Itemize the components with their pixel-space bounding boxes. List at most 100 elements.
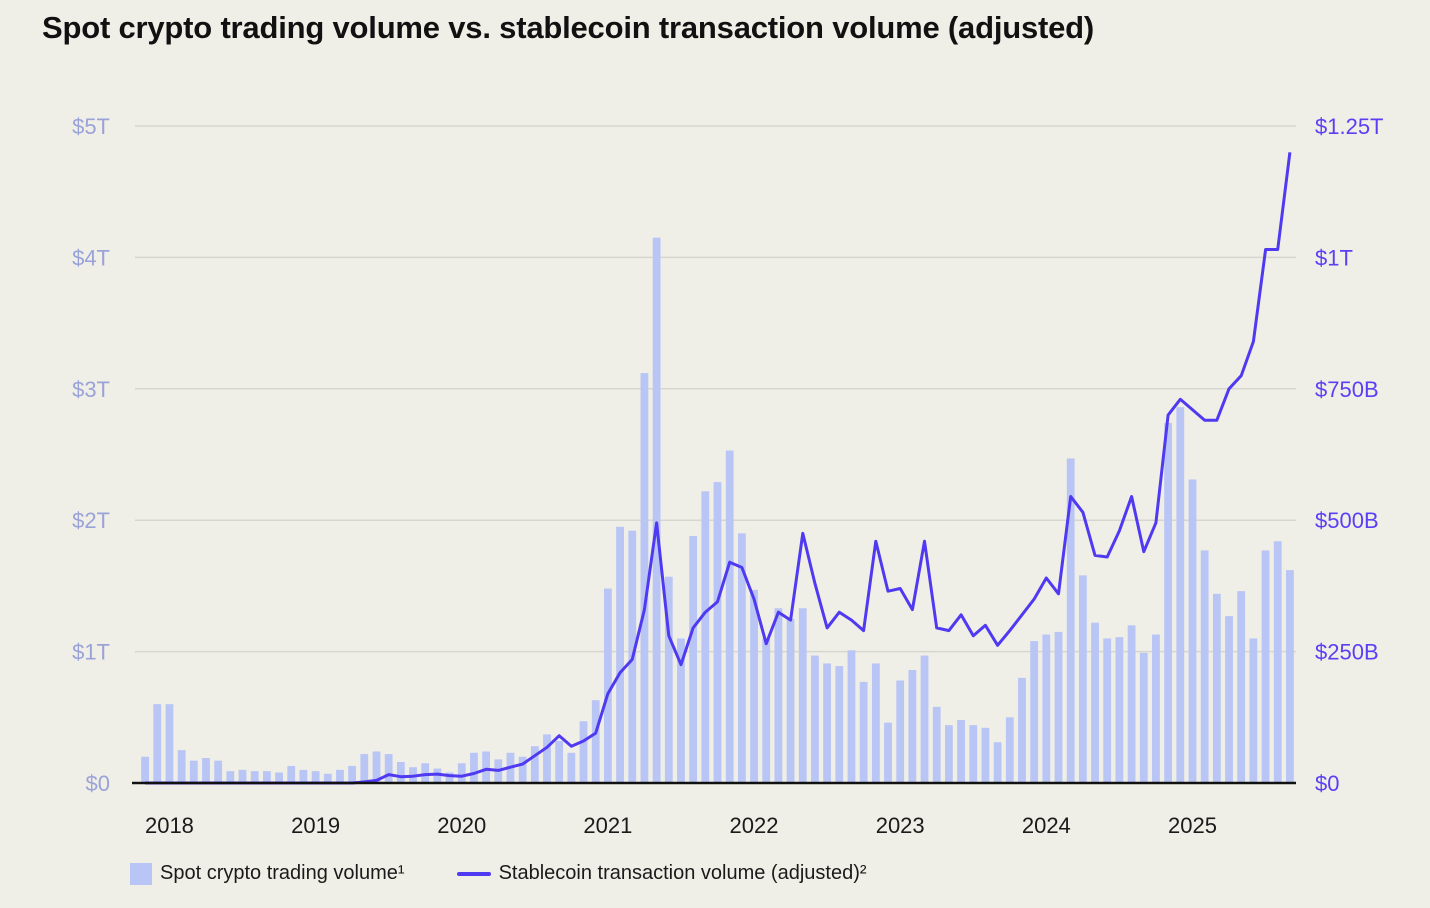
x-tick-label: 2020 bbox=[437, 813, 486, 838]
bar bbox=[908, 669, 917, 783]
bar bbox=[1200, 550, 1209, 783]
bar bbox=[811, 655, 819, 783]
bar bbox=[1054, 631, 1063, 783]
legend-label-stablecoin: Stablecoin transaction volume (adjusted)… bbox=[498, 862, 867, 884]
bar bbox=[677, 638, 685, 783]
bar bbox=[1237, 591, 1246, 783]
chart-title: Spot crypto trading volume vs. stablecoi… bbox=[42, 10, 1095, 45]
bar bbox=[616, 526, 624, 783]
bar bbox=[226, 771, 235, 783]
bar bbox=[1078, 575, 1087, 783]
bar-series bbox=[141, 237, 1294, 783]
legend-label-spot: Spot crypto trading volume¹ bbox=[160, 862, 405, 884]
bar bbox=[920, 655, 929, 783]
right-tick-label: $1.25T bbox=[1315, 114, 1384, 139]
bar bbox=[1042, 634, 1051, 783]
chart-area: $0 $1T $2T $3T $4T $5T $0 $250B $500B $750B $1T $1… bbox=[72, 114, 1384, 838]
bar bbox=[311, 771, 320, 783]
right-tick-label: $750B bbox=[1315, 377, 1379, 402]
bar bbox=[1005, 717, 1014, 783]
x-tick-label: 2019 bbox=[291, 813, 340, 838]
left-tick-label: $2T bbox=[72, 508, 110, 533]
left-axis-ticks: $0 $1T $2T $3T $4T $5T bbox=[72, 114, 110, 796]
bar bbox=[1103, 638, 1112, 783]
bar bbox=[1066, 458, 1075, 783]
legend-item-stablecoin[interactable]: Stablecoin transaction volume (adjusted)… bbox=[456, 862, 867, 885]
bar bbox=[348, 765, 357, 783]
bar bbox=[859, 681, 868, 783]
bar bbox=[579, 721, 588, 783]
bar bbox=[567, 752, 576, 783]
bar bbox=[835, 666, 844, 783]
bar bbox=[189, 760, 198, 783]
bar bbox=[713, 482, 722, 783]
bar bbox=[299, 769, 308, 783]
bar bbox=[433, 768, 442, 783]
bar bbox=[1176, 407, 1185, 783]
bar bbox=[275, 772, 283, 783]
bar bbox=[664, 576, 673, 783]
right-tick-label: $250B bbox=[1315, 640, 1379, 665]
legend: Spot crypto trading volume¹ Stablecoin t… bbox=[130, 862, 919, 885]
x-tick-label: 2025 bbox=[1168, 813, 1217, 838]
bar bbox=[262, 771, 271, 783]
bar bbox=[823, 663, 832, 783]
bar bbox=[993, 742, 1002, 783]
bar bbox=[884, 722, 892, 783]
bar bbox=[652, 237, 661, 783]
bar bbox=[445, 772, 454, 783]
bar bbox=[1273, 541, 1282, 783]
bar bbox=[323, 773, 332, 783]
legend-item-spot[interactable]: Spot crypto trading volume¹ bbox=[130, 862, 405, 885]
x-tick-label: 2022 bbox=[730, 813, 779, 838]
bar bbox=[871, 663, 880, 783]
left-tick-label: $3T bbox=[72, 377, 110, 402]
bar bbox=[530, 746, 539, 783]
bar bbox=[737, 533, 746, 783]
bar bbox=[762, 638, 771, 783]
bar bbox=[591, 700, 600, 783]
bar bbox=[750, 589, 758, 783]
bar bbox=[555, 740, 564, 783]
x-tick-label: 2018 bbox=[145, 813, 194, 838]
bar bbox=[518, 756, 527, 783]
bar bbox=[287, 765, 296, 783]
bar bbox=[177, 750, 186, 783]
bar bbox=[543, 734, 551, 783]
bar bbox=[1139, 652, 1148, 783]
bar bbox=[396, 761, 405, 783]
bar bbox=[214, 760, 223, 783]
bar bbox=[689, 535, 698, 783]
x-axis-ticks: 2018 2019 2020 2021 2022 2023 2024 2025 bbox=[145, 813, 1217, 838]
bar bbox=[1091, 622, 1099, 783]
bar-swatch-icon bbox=[130, 862, 152, 885]
bar bbox=[250, 771, 259, 783]
left-tick-label: $1T bbox=[72, 640, 110, 665]
bar bbox=[932, 706, 941, 783]
bar bbox=[1225, 616, 1233, 783]
bar bbox=[701, 491, 710, 783]
bar bbox=[725, 450, 734, 783]
bar bbox=[1127, 625, 1136, 783]
bar bbox=[153, 704, 162, 783]
bar bbox=[1212, 593, 1221, 783]
line-swatch-icon bbox=[456, 871, 491, 876]
bar bbox=[981, 727, 990, 783]
bar bbox=[969, 725, 978, 783]
right-tick-label: $1T bbox=[1315, 245, 1353, 270]
bar bbox=[1261, 550, 1270, 783]
bar bbox=[336, 769, 344, 783]
bar bbox=[945, 725, 953, 783]
bar bbox=[238, 769, 247, 783]
left-tick-label: $0 bbox=[86, 771, 110, 796]
bar bbox=[774, 608, 783, 783]
bar bbox=[360, 754, 369, 783]
right-tick-label: $0 bbox=[1315, 771, 1339, 796]
left-tick-label: $4T bbox=[72, 245, 110, 270]
bar bbox=[1018, 677, 1026, 783]
bar bbox=[202, 758, 210, 783]
bar bbox=[470, 752, 478, 783]
bar bbox=[847, 650, 856, 783]
x-tick-label: 2023 bbox=[876, 813, 925, 838]
bar bbox=[798, 608, 807, 783]
